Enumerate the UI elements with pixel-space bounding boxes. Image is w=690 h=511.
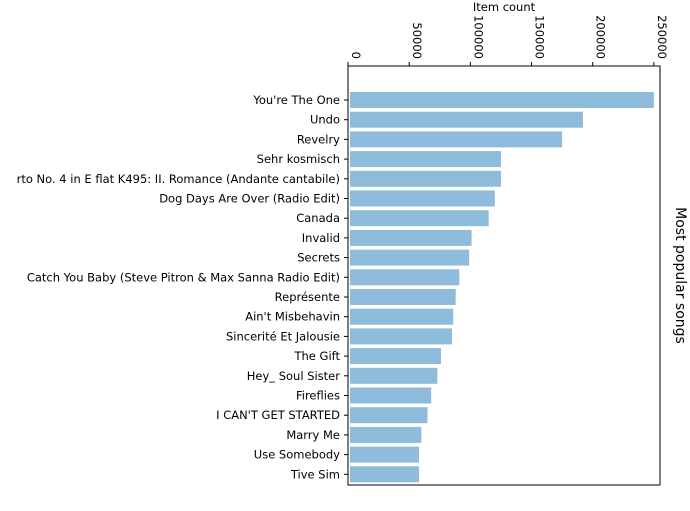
y-tick-label: Sehr kosmisch: [257, 152, 340, 166]
y-tick-label: Canada: [296, 211, 340, 225]
y-tick-label: Invalid: [302, 231, 340, 245]
y-tick-label: Revelry: [297, 132, 340, 146]
bar: [350, 348, 441, 365]
bar: [350, 289, 456, 305]
bar: [350, 229, 472, 246]
bar: [350, 328, 452, 345]
x-tick-label: 250000: [655, 15, 669, 59]
x-tick-label: 0: [349, 52, 363, 59]
plot-frame: [347, 65, 661, 486]
bar: [350, 190, 495, 207]
bar: [350, 210, 489, 227]
y-tick-label: Sincerité Et Jalousie: [226, 329, 340, 343]
bar: [350, 407, 428, 424]
x-tick-label: 100000: [471, 15, 485, 59]
bar: [350, 170, 501, 187]
y-tick-label: Fireflies: [296, 389, 340, 403]
bar: [350, 269, 460, 286]
y-tick-label: I CAN'T GET STARTED: [216, 408, 340, 422]
y-axis-ticks: You're The One Undo Revelry Sehr kosmisch rt…: [17, 93, 348, 481]
y-tick-label: Ain't Misbehavin: [245, 310, 340, 324]
y-tick-label: The Gift: [293, 349, 340, 363]
y-tick-label: Représente: [275, 290, 340, 304]
y-tick-label: Undo: [310, 113, 340, 127]
bar: [350, 131, 563, 148]
bar: [350, 446, 419, 463]
x-tick-label: 150000: [533, 15, 547, 59]
bar: [350, 367, 438, 384]
y-axis-label: Most popular songs: [672, 207, 688, 344]
y-tick-label: Hey_ Soul Sister: [247, 369, 340, 383]
x-axis-ticks: 0 50000 100000 150000 200000 250000: [347, 15, 669, 66]
bars: [350, 92, 654, 483]
bar: [350, 249, 470, 266]
bar: [350, 111, 583, 128]
x-axis-label: Item count: [473, 0, 536, 14]
x-tick-label: 50000: [410, 22, 424, 59]
y-tick-label: You're The One: [252, 93, 340, 107]
y-tick-label: Dog Days Are Over (Radio Edit): [159, 192, 340, 206]
y-tick-label: Catch You Baby (Steve Pitron & Max Sanna…: [27, 270, 340, 284]
bar: [350, 92, 654, 108]
y-tick-label: Tive Sim: [290, 467, 340, 481]
y-tick-label: Marry Me: [286, 428, 340, 442]
bar: [350, 466, 419, 483]
bar: [350, 151, 501, 168]
bar: [350, 426, 422, 443]
x-tick-label: 200000: [594, 15, 608, 59]
bar: [350, 387, 432, 404]
y-tick-label: rto No. 4 in E flat K495: II. Romance (A…: [17, 172, 340, 186]
y-tick-label: Use Somebody: [254, 448, 340, 462]
bar: [350, 308, 454, 325]
y-tick-label: Secrets: [297, 251, 340, 265]
